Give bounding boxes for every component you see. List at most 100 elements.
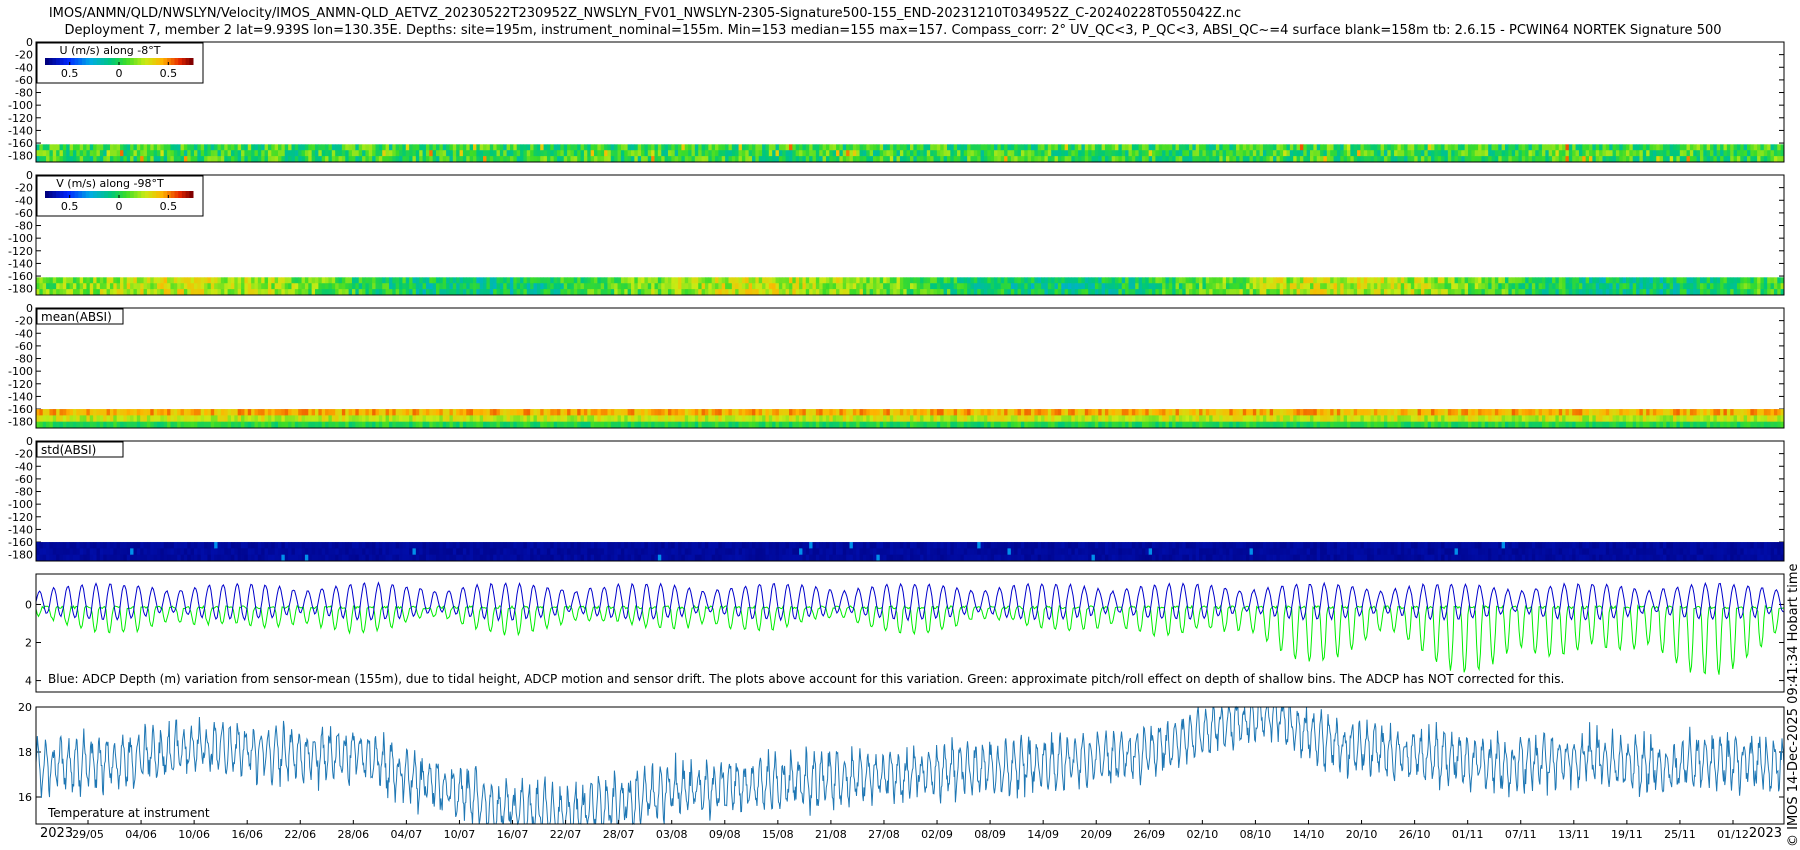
heatmap-cell	[977, 144, 981, 151]
heatmap-cell	[392, 277, 397, 284]
heatmap-cell	[1336, 409, 1341, 416]
heatmap-cell	[1135, 409, 1139, 416]
heatmap-cell	[1451, 409, 1455, 416]
heatmap-cell	[1592, 150, 1597, 157]
heatmap-cell	[1370, 156, 1375, 163]
heatmap-cell	[190, 409, 195, 416]
heatmap-cell	[620, 289, 625, 296]
heatmap-cell	[852, 289, 857, 296]
heatmap-cell	[1185, 150, 1190, 157]
heatmap-cell	[704, 421, 709, 429]
heatmap-cell	[768, 415, 773, 423]
heatmap-cell	[1454, 415, 1459, 423]
heatmap-cell	[1081, 277, 1086, 284]
heatmap-cell	[1229, 409, 1234, 416]
heatmap-cell	[1286, 415, 1291, 423]
heatmap-cell	[812, 277, 817, 284]
heatmap-cell	[836, 150, 840, 157]
heatmap-cell	[1115, 289, 1119, 296]
heatmap-cell	[1357, 409, 1361, 416]
heatmap-cell	[889, 415, 894, 423]
heatmap-cell	[325, 144, 329, 151]
heatmap-cell	[590, 156, 595, 163]
heatmap-cell	[362, 409, 366, 416]
heatmap-cell	[1014, 156, 1018, 163]
heatmap-cell	[1572, 150, 1576, 157]
heatmap-cell	[146, 277, 151, 284]
heatmap-cell	[1605, 156, 1610, 163]
heatmap-cell	[1407, 277, 1412, 284]
heatmap-cell	[1175, 144, 1180, 151]
heatmap-cell	[973, 144, 978, 151]
heatmap-cell	[1283, 283, 1287, 290]
heatmap-cell	[187, 289, 192, 296]
heatmap-cell	[580, 150, 585, 157]
heatmap-cell	[1131, 283, 1136, 290]
heatmap-cell	[1014, 415, 1018, 423]
heatmap-cell	[1256, 150, 1260, 157]
heatmap-cell	[1121, 150, 1126, 157]
heatmap-cell	[1269, 421, 1274, 429]
heatmap-cell	[735, 421, 739, 429]
heatmap-cell	[1047, 409, 1052, 416]
heatmap-cell	[1094, 409, 1099, 416]
heatmap-cell	[842, 409, 847, 416]
heatmap-cell	[644, 409, 649, 416]
heatmap-cell	[419, 144, 423, 151]
heatmap-cell	[1367, 421, 1371, 429]
heatmap-cell	[859, 150, 864, 157]
heatmap-cell	[335, 277, 339, 284]
heatmap-cell	[637, 156, 642, 163]
heatmap-cell	[1424, 289, 1429, 296]
heatmap-cell	[1256, 289, 1260, 296]
heatmap-cell	[839, 421, 844, 429]
heatmap-cell	[126, 409, 131, 416]
heatmap-cell	[1521, 415, 1526, 423]
heatmap-cell	[1141, 421, 1146, 429]
heatmap-cell	[1726, 156, 1731, 163]
heatmap-cell	[785, 421, 790, 429]
colorbar-swatch	[144, 58, 150, 65]
heatmap-cell	[1343, 409, 1348, 416]
heatmap-cell	[1313, 277, 1318, 284]
heatmap-cell	[1706, 409, 1711, 416]
heatmap-cell	[217, 150, 222, 157]
heatmap-cell	[667, 150, 672, 157]
heatmap-cell	[1400, 277, 1405, 284]
heatmap-cell	[257, 415, 262, 423]
heatmap-cell	[278, 277, 282, 284]
heatmap-cell	[799, 144, 803, 151]
heatmap-cell	[143, 150, 148, 157]
heatmap-cell	[701, 283, 706, 290]
heatmap-cell	[903, 144, 908, 151]
heatmap-cell	[42, 554, 47, 562]
heatmap-cell	[883, 150, 887, 157]
heatmap-cell	[852, 277, 857, 284]
heatmap-cell	[946, 277, 951, 284]
heatmap-cell	[1380, 415, 1385, 423]
heatmap-cell	[103, 156, 107, 163]
heatmap-cell	[1101, 283, 1106, 290]
heatmap-cell	[1652, 283, 1657, 290]
heatmap-cell	[284, 156, 289, 163]
heatmap-cell	[503, 150, 508, 157]
heatmap-cell	[950, 283, 955, 290]
heatmap-cell	[509, 144, 514, 151]
heatmap-cell	[1054, 409, 1059, 416]
heatmap-cell	[1642, 421, 1647, 429]
heatmap-cell	[1424, 150, 1429, 157]
heatmap-cell	[1498, 289, 1503, 296]
heatmap-cell	[1572, 283, 1576, 290]
panel-label-box	[36, 308, 124, 325]
heatmap-cell	[741, 144, 746, 151]
heatmap-cell	[1205, 415, 1210, 423]
heatmap-cell	[449, 421, 454, 429]
heatmap-cell	[768, 283, 773, 290]
heatmap-cell	[560, 415, 565, 423]
heatmap-cell	[1242, 409, 1247, 416]
heatmap-cell	[1525, 156, 1529, 163]
heatmap-cell	[977, 277, 981, 284]
colorbar-swatch	[163, 58, 168, 65]
panel-label: mean(ABSI)	[41, 310, 112, 324]
y-tick-label: 0	[26, 36, 33, 49]
